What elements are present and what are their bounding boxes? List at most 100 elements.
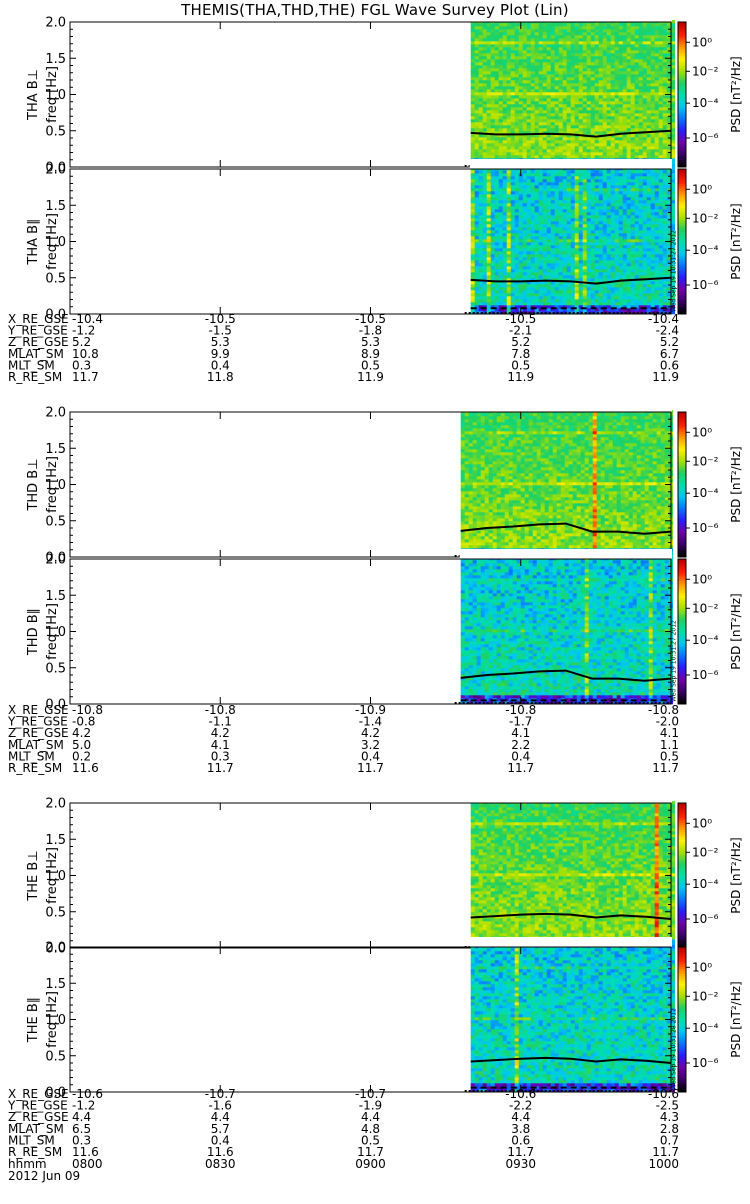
panel-label: THA B⊥ — [26, 69, 41, 121]
ephemeris-row-label: R_RE_SM — [8, 370, 62, 384]
y-tick-label: 0.5 — [45, 514, 66, 529]
colorbar-tick-label: 10⁻² — [692, 845, 719, 859]
colorbar-tick-label: 10⁻⁴ — [692, 633, 719, 647]
ephemeris-value: 11.7 — [357, 761, 384, 775]
colorbar-tick-label: 10⁰ — [692, 425, 712, 439]
y-tick-label: 0.5 — [45, 271, 66, 286]
colorbar: 10⁰ 10⁻² 10⁻⁴ 10⁻⁶ PSD [nT²/Hz] — [678, 169, 743, 314]
y-axis-label: freq [Hz] — [45, 66, 60, 123]
spectrogram — [471, 801, 675, 948]
colorbar: 10⁰ 10⁻² 10⁻⁴ 10⁻⁶ PSD [nT²/Hz] — [678, 412, 743, 557]
colorbar-tick-label: 10⁻⁴ — [692, 486, 719, 500]
ephemeris-value: 11.7 — [207, 761, 234, 775]
y-tick-label: 0.5 — [45, 1049, 66, 1064]
colorbar: 10⁰ 10⁻² 10⁻⁴ 10⁻⁶ PSD [nT²/Hz] — [678, 22, 743, 167]
colorbar-tick-label: 10⁻⁶ — [692, 668, 719, 682]
colorbar-tick-label: 10⁻² — [692, 211, 719, 225]
colorbar-label: PSD [nT²/Hz] — [729, 203, 743, 279]
ephemeris-value: 11.7 — [72, 370, 99, 384]
panel-label: THE B⊥ — [26, 850, 41, 901]
colorbar-tick-label: 10⁰ — [692, 572, 712, 586]
ephemeris-tha: X_RE_GSE-10.4-10.5-10.5-10.5-10.4Y_RE_GS… — [7, 312, 679, 384]
y-tick-label: 0.5 — [45, 905, 66, 920]
spectrogram — [471, 20, 675, 167]
spectrogram — [461, 557, 673, 704]
y-axis-label: freq [Hz] — [45, 456, 60, 513]
spectrogram — [471, 945, 675, 1092]
plot-timestamp: Wed Sep 19 10:31:27 2012 — [671, 620, 678, 702]
colorbar-tick-label: 10⁰ — [692, 35, 712, 49]
colorbar-tick-label: 10⁻⁴ — [692, 1021, 719, 1035]
colorbar-tick-label: 10⁻⁶ — [692, 1056, 719, 1070]
colorbar-tick-label: 10⁰ — [692, 816, 712, 830]
y-tick-label: 0.5 — [45, 124, 66, 139]
y-axis-label: freq [Hz] — [45, 991, 60, 1048]
ephemeris-value: 11.9 — [357, 370, 384, 384]
ephemeris-value: 11.7 — [652, 761, 679, 775]
colorbar-tick-label: 10⁻² — [692, 64, 719, 78]
ephemeris-the: X_RE_GSE-10.6-10.7-10.7-10.6-10.6Y_RE_GS… — [7, 1087, 679, 1159]
y-tick-label: 2.0 — [45, 553, 66, 568]
colorbar: 10⁰ 10⁻² 10⁻⁴ 10⁻⁶ PSD [nT²/Hz] — [678, 803, 743, 948]
y-tick-label: 2.0 — [45, 406, 66, 421]
y-tick-label: 0.5 — [45, 661, 66, 676]
spectrogram — [461, 410, 673, 557]
y-axis-label: freq [Hz] — [45, 847, 60, 904]
panel-label: THA B∥ — [26, 218, 41, 265]
ephemeris-value: 11.6 — [72, 761, 99, 775]
colorbar: 10⁰ 10⁻² 10⁻⁴ 10⁻⁶ PSD [nT²/Hz] — [678, 947, 743, 1092]
colorbar: 10⁰ 10⁻² 10⁻⁴ 10⁻⁶ PSD [nT²/Hz] — [678, 559, 743, 704]
colorbar-tick-label: 10⁰ — [692, 960, 712, 974]
colorbar-tick-label: 10⁻² — [692, 601, 719, 615]
colorbar-label: PSD [nT²/Hz] — [729, 593, 743, 669]
y-tick-label: 1.5 — [45, 52, 66, 67]
colorbar-tick-label: 10⁻⁴ — [692, 96, 719, 110]
colorbar-tick-label: 10⁻² — [692, 454, 719, 468]
colorbar-label: PSD [nT²/Hz] — [729, 837, 743, 913]
plot-timestamp: Wed Sep 19 10:31:28 2012 — [671, 1008, 678, 1090]
ephemeris-thd: X_RE_GSE-10.8-10.8-10.9-10.8-10.8Y_RE_GS… — [7, 703, 679, 775]
y-axis-label: freq [Hz] — [45, 213, 60, 270]
panel-label: THE B∥ — [26, 997, 41, 1043]
y-axis-label: freq [Hz] — [45, 603, 60, 660]
figure-title: THEMIS(THA,THD,THE) FGL Wave Survey Plot… — [0, 1, 750, 19]
time-tick-label: 0830 — [205, 1157, 236, 1171]
y-tick-label: 2.0 — [45, 941, 66, 956]
y-tick-label: 1.5 — [45, 833, 66, 848]
colorbar-tick-label: 10⁰ — [692, 182, 712, 196]
colorbar-tick-label: 10⁻² — [692, 989, 719, 1003]
time-tick-label: 1000 — [648, 1157, 679, 1171]
colorbar-tick-label: 10⁻⁴ — [692, 243, 719, 257]
spectrogram — [471, 167, 675, 314]
colorbar-tick-label: 10⁻⁶ — [692, 278, 719, 292]
ephemeris-value: 11.9 — [652, 370, 679, 384]
ephemeris-row-label: R_RE_SM — [8, 761, 62, 775]
y-tick-label: 1.5 — [45, 589, 66, 604]
ephemeris-value: 11.8 — [207, 370, 234, 384]
panel-label: THD B⊥ — [26, 458, 41, 511]
colorbar-label: PSD [nT²/Hz] — [729, 981, 743, 1057]
colorbar-tick-label: 10⁻⁶ — [692, 131, 719, 145]
colorbar-tick-label: 10⁻⁶ — [692, 521, 719, 535]
colorbar-label: PSD [nT²/Hz] — [729, 56, 743, 132]
time-tick-label: 0930 — [505, 1157, 536, 1171]
panel-label: THD B∥ — [26, 608, 41, 656]
y-tick-label: 2.0 — [45, 163, 66, 178]
colorbar-tick-label: 10⁻⁴ — [692, 877, 719, 891]
ephemeris-value: 11.7 — [507, 761, 534, 775]
time-tick-label: 0900 — [355, 1157, 386, 1171]
colorbar-tick-label: 10⁻⁶ — [692, 912, 719, 926]
ephemeris-value: 11.9 — [507, 370, 534, 384]
y-tick-label: 1.5 — [45, 977, 66, 992]
colorbar-label: PSD [nT²/Hz] — [729, 446, 743, 522]
y-tick-label: 2.0 — [45, 797, 66, 812]
